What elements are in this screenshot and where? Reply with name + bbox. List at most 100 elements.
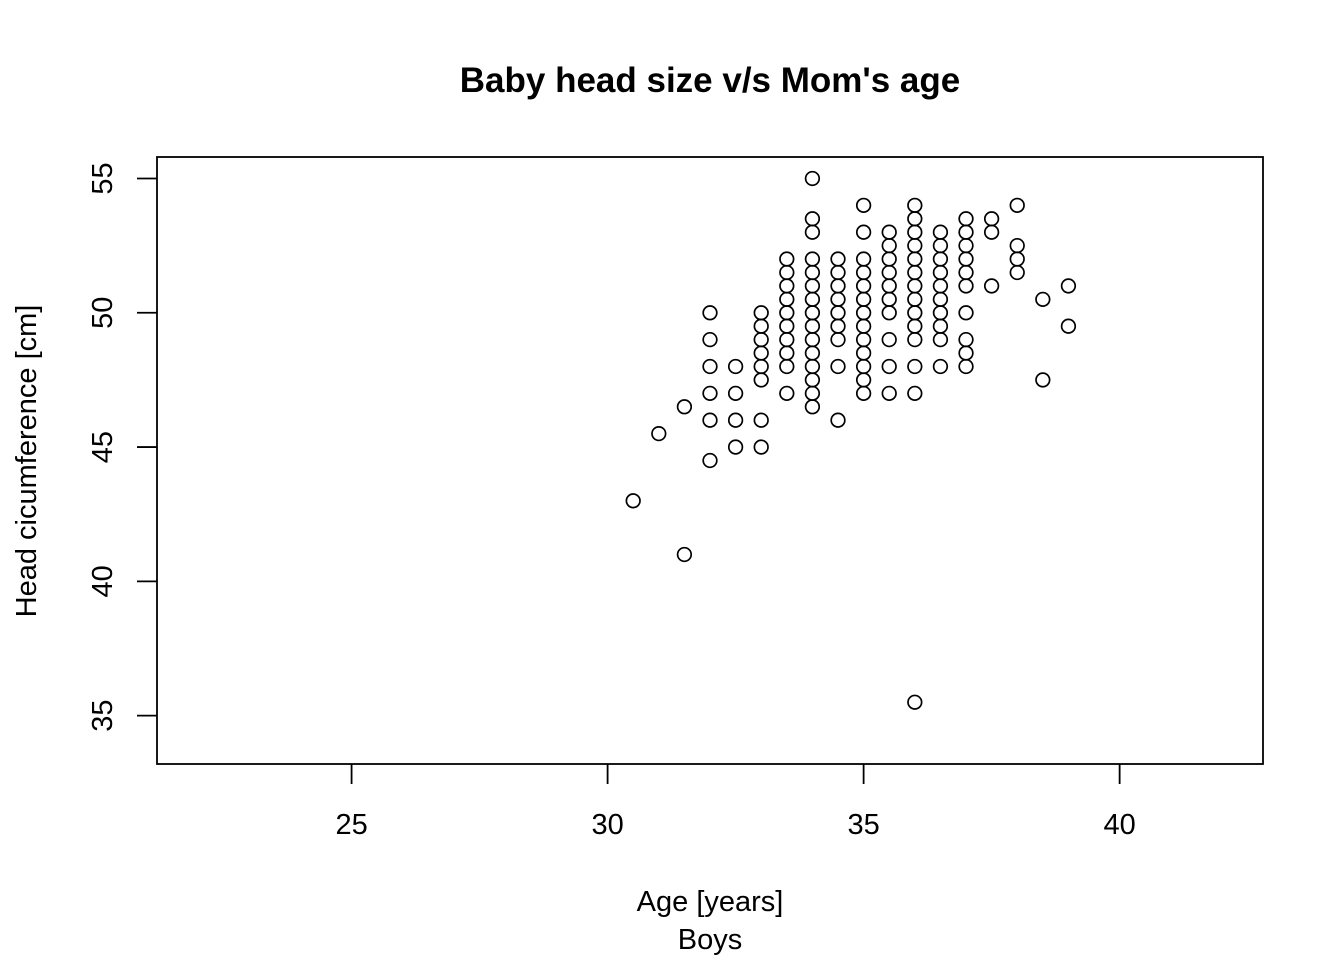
data-point-14 (753, 439, 769, 455)
data-point-54 (830, 264, 846, 281)
data-point-106 (958, 305, 974, 321)
data-point-107 (958, 278, 974, 294)
x-tick-label-1: 30 (591, 809, 623, 841)
data-point-35 (804, 358, 821, 375)
data-point-32 (804, 399, 821, 415)
data-point-17 (753, 358, 769, 375)
data-point-92 (907, 197, 923, 213)
data-point-41 (804, 278, 821, 294)
data-point-26 (779, 318, 795, 334)
data-point-104 (958, 345, 974, 361)
data-point-68 (855, 197, 872, 213)
data-point-62 (855, 305, 872, 321)
data-point-71 (881, 331, 897, 348)
data-point-53 (830, 278, 846, 294)
data-point-45 (804, 211, 821, 227)
data-point-103 (958, 358, 974, 375)
data-point-98 (932, 278, 949, 294)
data-point-31 (779, 251, 795, 267)
data-point-52 (830, 291, 846, 307)
data-point-55 (830, 251, 846, 267)
data-point-30 (779, 264, 795, 281)
data-point-82 (907, 331, 923, 348)
data-point-56 (855, 385, 872, 402)
data-point-110 (958, 237, 974, 254)
data-point-63 (855, 291, 872, 307)
data-point-89 (907, 237, 923, 254)
y-axis-label: Head cicumference [cm] (11, 305, 43, 618)
data-point-70 (881, 358, 897, 375)
data-point-27 (779, 305, 795, 321)
y-tick-label-4: 55 (87, 162, 119, 194)
data-point-4 (702, 452, 718, 469)
data-point-76 (881, 251, 897, 267)
data-point-25 (779, 331, 795, 348)
data-point-34 (804, 372, 821, 388)
data-point-120 (1035, 372, 1051, 388)
data-point-51 (830, 305, 846, 321)
data-point-15 (753, 412, 769, 428)
data-point-11 (727, 412, 744, 428)
data-point-115 (983, 211, 1000, 227)
data-point-85 (907, 291, 923, 307)
data-point-78 (881, 224, 897, 240)
data-point-97 (932, 291, 949, 307)
data-point-38 (804, 318, 821, 334)
x-tick-label-0: 25 (335, 809, 367, 841)
data-point-7 (702, 358, 718, 375)
data-point-77 (881, 237, 897, 254)
y-tick-label-2: 45 (87, 431, 119, 463)
data-point-90 (907, 224, 923, 240)
data-point-58 (855, 358, 872, 375)
data-point-9 (702, 305, 718, 321)
data-point-5 (702, 412, 718, 428)
data-point-57 (855, 372, 872, 388)
data-point-24 (779, 345, 795, 361)
data-point-102 (932, 224, 949, 240)
x-axis: 25 30 35 40 (335, 764, 1136, 841)
data-point-74 (881, 278, 897, 294)
data-point-43 (804, 251, 821, 267)
x-axis-label: Age [years] (637, 886, 784, 918)
y-tick-label-0: 35 (87, 700, 119, 732)
data-point-49 (830, 331, 846, 348)
data-point-72 (881, 305, 897, 321)
data-point-19 (753, 331, 769, 348)
data-point-8 (702, 331, 718, 348)
data-point-86 (907, 278, 923, 294)
data-point-12 (727, 385, 744, 402)
y-axis: 35 40 45 50 55 (87, 162, 157, 732)
data-point-6 (702, 385, 718, 402)
data-point-81 (907, 358, 923, 375)
data-point-50 (830, 318, 846, 334)
data-point-33 (804, 385, 821, 402)
data-point-22 (779, 385, 795, 402)
data-point-1 (651, 425, 667, 442)
data-point-84 (907, 305, 923, 321)
data-point-101 (932, 237, 949, 254)
data-point-73 (881, 291, 897, 307)
data-point-61 (855, 318, 872, 334)
data-point-75 (881, 264, 897, 281)
data-point-122 (1060, 318, 1077, 334)
data-point-36 (804, 345, 821, 361)
y-tick-label-1: 40 (87, 565, 119, 597)
data-point-94 (932, 331, 949, 348)
data-point-69 (881, 385, 897, 402)
data-point-39 (804, 305, 821, 321)
data-point-117 (1009, 251, 1025, 267)
data-point-64 (855, 278, 872, 294)
data-point-119 (1009, 197, 1025, 213)
x-tick-label-3: 40 (1103, 809, 1135, 841)
data-points (625, 170, 1077, 710)
data-point-60 (855, 331, 872, 348)
data-point-83 (907, 318, 923, 334)
data-point-100 (932, 251, 949, 267)
data-point-3 (676, 399, 693, 415)
data-point-93 (932, 358, 949, 375)
data-point-65 (855, 264, 872, 281)
data-point-114 (983, 224, 1000, 240)
data-point-113 (983, 278, 1000, 294)
data-point-46 (804, 170, 821, 187)
